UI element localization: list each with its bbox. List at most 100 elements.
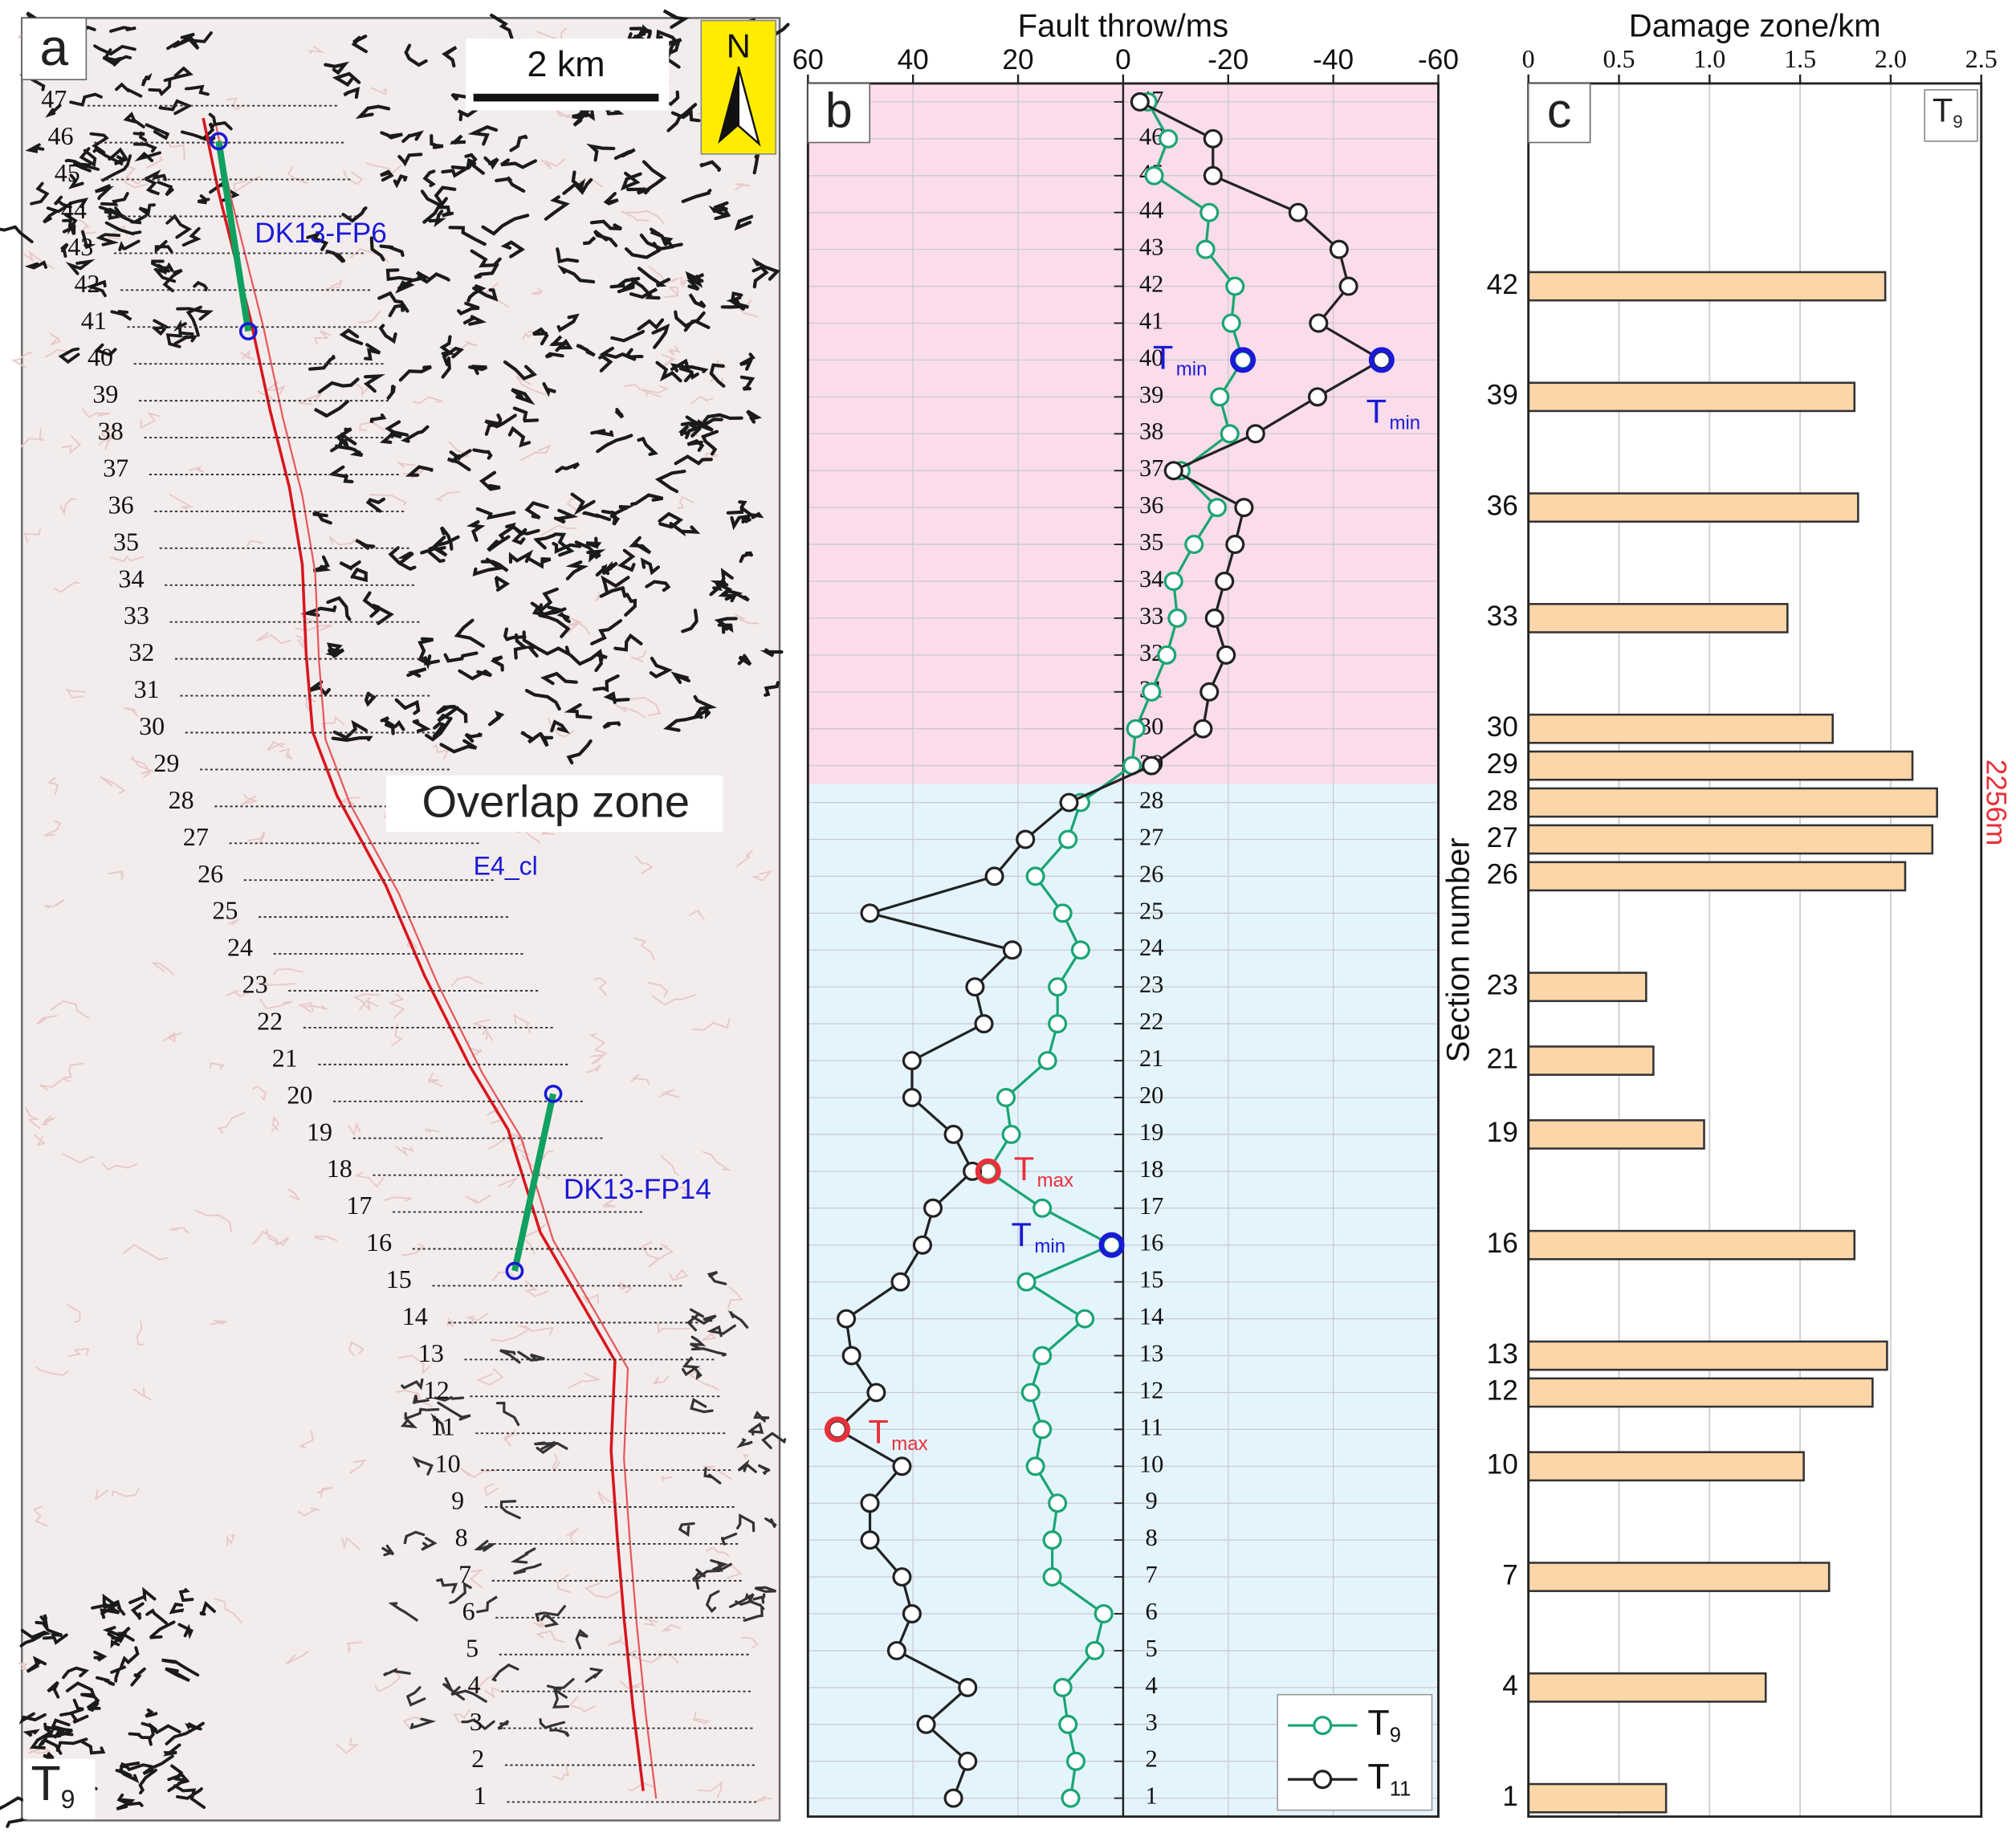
seismic-texture — [665, 41, 681, 69]
seismic-texture — [328, 465, 354, 484]
panel-letter-box — [807, 83, 871, 144]
seismic-texture — [369, 413, 387, 424]
seismic-texture — [412, 1456, 434, 1476]
seismic-texture — [388, 1602, 418, 1622]
seismic-texture — [730, 513, 753, 531]
section-label: 34 — [118, 564, 144, 593]
y-tick-label: 26 — [1487, 859, 1518, 890]
seismic-texture — [650, 1243, 674, 1266]
series-marker — [1094, 1604, 1114, 1623]
seismic-texture — [637, 436, 659, 456]
seismic-texture — [602, 1197, 617, 1208]
y-tick-label: 25 — [1139, 897, 1163, 924]
extreme-marker — [1368, 347, 1395, 373]
seismic-texture — [388, 546, 417, 571]
seismic-texture — [324, 648, 345, 659]
seismic-texture — [556, 612, 571, 624]
seismic-texture — [449, 1582, 472, 1604]
seismic-texture — [354, 1171, 385, 1188]
seismic-texture — [91, 1593, 119, 1615]
y-tick-label: 19 — [1487, 1117, 1518, 1148]
y-tick-label: 19 — [1139, 1118, 1163, 1146]
seismic-texture — [108, 870, 124, 881]
seismic-texture — [728, 1593, 762, 1608]
seismic-texture — [151, 259, 169, 270]
seismic-texture — [681, 609, 698, 633]
seismic-texture — [458, 669, 493, 681]
seismic-texture — [18, 1712, 47, 1725]
extreme-marker — [1230, 347, 1256, 373]
seismic-texture — [747, 1422, 764, 1436]
seismic-texture — [50, 1000, 90, 1019]
seismic-texture — [474, 1539, 495, 1552]
north-label: N — [727, 27, 751, 65]
seismic-texture — [568, 1372, 602, 1389]
seismic-texture — [512, 406, 540, 423]
seismic-texture — [467, 124, 499, 146]
seismic-texture — [110, 310, 132, 321]
y-tick-label: 33 — [1139, 602, 1163, 629]
series-marker — [1053, 903, 1073, 923]
seismic-texture — [312, 555, 332, 572]
seismic-texture — [734, 182, 751, 190]
seismic-texture — [39, 1614, 49, 1629]
seismic-texture — [605, 560, 618, 573]
series-marker — [1199, 202, 1220, 222]
seismic-texture — [214, 1598, 242, 1623]
seismic-texture — [513, 1562, 542, 1575]
seismic-texture — [503, 1429, 516, 1447]
seismic-texture — [132, 1387, 152, 1401]
section-label: 23 — [242, 970, 268, 999]
y-tick-label: 28 — [1139, 787, 1163, 814]
series-marker — [916, 1714, 936, 1734]
seismic-texture — [110, 1636, 124, 1649]
seismic-texture — [691, 1365, 703, 1380]
seismic-texture — [626, 187, 651, 195]
seismic-texture — [531, 287, 544, 295]
series-marker — [892, 1456, 912, 1476]
seismic-texture — [473, 1670, 502, 1691]
seismic-texture — [691, 1018, 731, 1032]
series-marker — [1307, 387, 1328, 407]
seismic-texture — [520, 731, 542, 744]
seismic-texture — [303, 1004, 328, 1010]
seismic-texture — [624, 384, 662, 398]
seismic-texture — [524, 689, 561, 711]
seismic-texture — [613, 148, 636, 161]
seismic-texture — [487, 710, 505, 727]
seismic-texture — [634, 855, 654, 874]
bar — [1527, 1562, 1831, 1592]
fault-trace — [215, 125, 658, 1799]
seismic-texture — [115, 82, 143, 98]
series-marker — [1215, 571, 1235, 591]
seismic-texture — [20, 1628, 51, 1639]
section-label: 25 — [212, 896, 238, 925]
seismic-texture — [401, 130, 424, 143]
seismic-texture — [457, 301, 480, 316]
seismic-texture — [639, 233, 675, 250]
seismic-texture — [385, 420, 402, 439]
seismic-texture — [595, 584, 624, 602]
seismic-texture — [678, 365, 709, 373]
seismic-texture — [17, 1662, 30, 1671]
seismic-texture — [472, 448, 493, 460]
seismic-texture — [173, 335, 198, 345]
y-axis-title: Section number — [1440, 837, 1476, 1062]
seismic-texture — [481, 214, 530, 236]
seismic-texture — [718, 589, 743, 601]
seismic-texture — [430, 133, 444, 149]
seismic-texture — [412, 719, 431, 733]
seismic-texture — [709, 568, 734, 597]
seismic-texture — [654, 469, 686, 494]
seismic-texture — [640, 557, 661, 576]
seismic-texture — [351, 35, 368, 54]
seismic-texture — [739, 375, 755, 391]
seismic-texture — [549, 1729, 570, 1737]
seismic-texture — [438, 205, 454, 218]
seismic-texture — [593, 977, 607, 996]
seismic-texture — [710, 1559, 728, 1573]
frame — [1527, 82, 1983, 1819]
seismic-texture — [138, 1768, 157, 1794]
seismic-texture — [756, 1795, 773, 1802]
